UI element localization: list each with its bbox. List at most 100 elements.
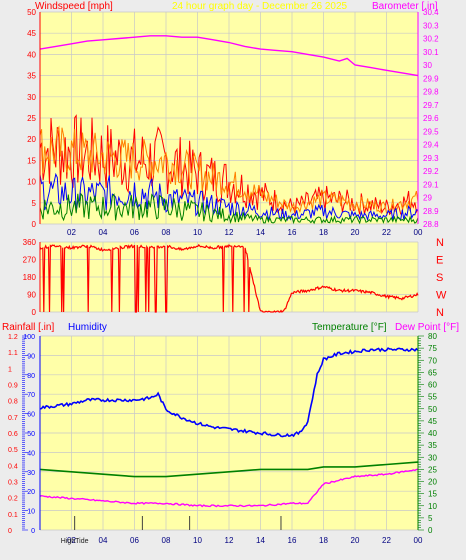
rainfall-tick-label: 0.5 <box>8 447 18 454</box>
wind-gust-avg-line <box>39 125 419 214</box>
barometer-tick-label: 28.8 <box>423 220 439 229</box>
graph-title: 24 hour graph day - December 26 2025 <box>172 1 348 12</box>
x-tick-label: 02 <box>67 228 76 237</box>
windspeed-tick-label: 5 <box>32 199 37 208</box>
temperature-tick-label: 60 <box>428 381 437 390</box>
x-tick-label: 22 <box>382 228 391 237</box>
windspeed-tick-label: 45 <box>27 29 36 38</box>
wind-baro-grid <box>39 11 419 225</box>
direction-compass-label: W <box>436 290 447 302</box>
humidity-tick-label: 60 <box>27 412 35 419</box>
temperature-tick-label: 20 <box>428 478 437 487</box>
direction-compass-label: E <box>436 255 443 267</box>
barometer-tick-label: 29.8 <box>423 88 439 97</box>
x-tick-label: 08 <box>162 536 171 545</box>
temperature-tick-label: 35 <box>428 441 437 450</box>
barometer-tick-label: 29.7 <box>423 101 439 110</box>
direction-degree-label: 0 <box>32 308 37 317</box>
rainfall-tick-label: 0.3 <box>8 480 18 487</box>
windspeed-ticks: 0 5 10 15 20 25 30 35 40 45 50 <box>27 8 41 229</box>
x-tick-label: 04 <box>99 228 108 237</box>
barometer-tick-label: 30.3 <box>423 21 439 30</box>
windspeed-tick-label: 10 <box>27 178 36 187</box>
barometer-tick-label: 28.9 <box>423 207 439 216</box>
x-tick-label: 12 <box>225 228 234 237</box>
barometer-tick-label: 29.1 <box>423 180 439 189</box>
temperature-line <box>39 461 419 478</box>
temperature-tick-label: 75 <box>428 344 437 353</box>
rainfall-tick-label: 0.1 <box>8 512 18 519</box>
x-tick-label: 16 <box>288 536 297 545</box>
humidity-tick-label: 80 <box>27 373 35 380</box>
humidity-ticks: 0 10 20 30 40 50 60 70 80 90 100 <box>22 334 41 535</box>
x-tick-label: 20 <box>351 536 360 545</box>
wind-baro-x-ticks: 02 04 06 08 10 12 14 16 18 20 22 00 <box>67 228 423 237</box>
humidity-tick-label: 0 <box>31 528 35 535</box>
rainfall-tick-label: 0 <box>8 528 12 535</box>
x-tick-label: 08 <box>162 228 171 237</box>
temperature-tick-label: 80 <box>428 332 437 341</box>
rainfall-label: Rainfall [.in] <box>2 322 54 333</box>
humidity-tick-label: 20 <box>27 489 35 496</box>
x-tick-label: 04 <box>99 536 108 545</box>
temperature-ticks: 0 5 10 15 20 25 30 35 40 45 50 55 60 65 70 75 80 <box>417 332 437 535</box>
barometer-tick-label: 29.2 <box>423 167 439 176</box>
temperature-tick-label: 55 <box>428 393 437 402</box>
wind-speed-line <box>39 172 419 222</box>
wind-baro-series <box>39 35 419 225</box>
windspeed-tick-label: 50 <box>27 8 36 17</box>
barometer-tick-label: 30 <box>423 61 432 70</box>
barometer-tick-label: 30.4 <box>423 8 439 17</box>
barometer-tick-label: 30.1 <box>423 48 439 57</box>
tide-label: HighTide <box>61 538 89 545</box>
x-tick-label: 14 <box>256 536 265 545</box>
dewpoint-line <box>39 468 419 508</box>
humidity-tick-label: 10 <box>27 509 35 516</box>
rainfall-tick-label: 0.7 <box>8 415 18 422</box>
temperature-tick-label: 70 <box>428 356 437 365</box>
x-tick-label: 12 <box>225 536 234 545</box>
x-tick-label: 00 <box>414 536 423 545</box>
x-tick-label: 20 <box>351 228 360 237</box>
windspeed-tick-label: 15 <box>27 156 36 165</box>
barometer-tick-label: 29.6 <box>423 114 439 123</box>
temperature-label: Temperature [°F] <box>312 322 387 333</box>
barometer-tick-label: 29 <box>423 194 432 203</box>
barometer-label: Barometer [.in] <box>372 1 438 12</box>
temperature-tick-label: 10 <box>428 502 437 511</box>
direction-degree-label: 180 <box>23 273 37 282</box>
humidity-tick-label: 50 <box>27 431 35 438</box>
temperature-tick-label: 50 <box>428 405 437 414</box>
temperature-tick-label: 15 <box>428 490 437 499</box>
x-tick-label: 10 <box>193 228 202 237</box>
barometer-tick-label: 30.2 <box>423 35 439 44</box>
humidity-tick-label: 30 <box>27 470 35 477</box>
windspeed-tick-label: 30 <box>27 93 36 102</box>
x-tick-label: 06 <box>130 228 139 237</box>
windspeed-tick-label: 0 <box>32 220 37 229</box>
tide-annotations: HighTide <box>61 516 282 545</box>
wind-direction-line <box>39 243 419 313</box>
rainfall-tick-label: 1 <box>8 366 12 373</box>
humidity-tick-label: 100 <box>23 334 35 341</box>
direction-degree-label: 90 <box>27 291 36 300</box>
x-tick-label: 18 <box>319 228 328 237</box>
rainfall-tick-label: 0.8 <box>8 399 18 406</box>
barometer-tick-label: 29.9 <box>423 74 439 83</box>
barometer-tick-label: 29.4 <box>423 141 439 150</box>
rainfall-tick-label: 1.1 <box>8 350 18 357</box>
direction-degree-label: 270 <box>23 256 37 265</box>
direction-compass-label: N <box>436 307 444 319</box>
x-tick-label: 06 <box>130 536 139 545</box>
barometer-tick-label: 29.5 <box>423 127 439 136</box>
rainfall-tick-label: 0.6 <box>8 431 18 438</box>
windspeed-label: Windspeed [mph] <box>35 1 113 12</box>
humidity-tick-label: 70 <box>27 392 35 399</box>
direction-compass-label: N <box>436 237 444 249</box>
x-tick-label: 00 <box>414 228 423 237</box>
windspeed-tick-label: 20 <box>27 135 36 144</box>
x-tick-label: 16 <box>288 228 297 237</box>
